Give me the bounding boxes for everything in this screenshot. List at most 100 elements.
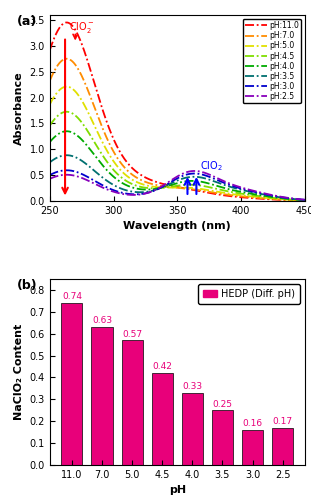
pH:11.0: [203, 189, 207, 195]
pH:3.5: [242, 188, 245, 194]
pH:11.0: [242, 194, 245, 200]
pH:5.0: [211, 188, 214, 194]
pH:11.0: [268, 196, 272, 202]
Text: $\mathrm{ClO_2}$: $\mathrm{ClO_2}$: [200, 160, 223, 173]
pH:2.5: [268, 192, 272, 198]
Text: 0.25: 0.25: [212, 400, 232, 408]
pH:4.5: [196, 182, 200, 188]
Line: pH:3.5: pH:3.5: [50, 155, 305, 200]
pH:4.0: [211, 182, 214, 188]
pH:7.0: [48, 78, 52, 84]
Bar: [61, 303, 82, 465]
pH:4.5: [242, 191, 245, 197]
pH:4.5: [211, 185, 214, 191]
pH:4.5: [303, 198, 307, 203]
pH:4.0: [196, 178, 200, 184]
pH:4.0: [63, 128, 67, 134]
Text: 0.16: 0.16: [243, 419, 262, 428]
Line: pH:4.0: pH:4.0: [50, 131, 305, 200]
pH:3.0: [48, 172, 52, 178]
pH:7.0: [63, 56, 67, 62]
pH:4.0: [242, 190, 245, 196]
pH:4.0: [48, 139, 52, 145]
pH:4.0: [268, 194, 272, 200]
Bar: [242, 430, 263, 465]
Line: pH:5.0: pH:5.0: [50, 86, 305, 200]
pH:2.5: [303, 196, 307, 202]
pH:5.0: [65, 84, 68, 89]
pH:2.5: [48, 176, 52, 182]
pH:3.0: [268, 192, 272, 198]
pH:11.0: [65, 20, 68, 26]
Text: 0.57: 0.57: [122, 330, 142, 338]
pH:2.5: [203, 170, 207, 176]
pH:2.5: [193, 168, 196, 174]
Text: (b): (b): [16, 279, 37, 292]
Bar: [152, 373, 173, 465]
pH:3.5: [65, 152, 68, 158]
pH:7.0: [242, 194, 245, 200]
Y-axis label: Absorbance: Absorbance: [14, 71, 24, 145]
Text: 0.17: 0.17: [272, 417, 293, 426]
pH:3.0: [63, 168, 67, 173]
pH:4.5: [65, 108, 68, 114]
Y-axis label: NaClO₂ Content: NaClO₂ Content: [14, 324, 24, 420]
pH:7.0: [196, 187, 200, 193]
pH:5.0: [268, 196, 272, 202]
Bar: [91, 327, 113, 465]
pH:7.0: [268, 196, 272, 202]
pH:5.0: [196, 186, 200, 192]
Text: 0.33: 0.33: [182, 382, 202, 391]
pH:4.5: [63, 109, 67, 115]
pH:3.0: [303, 197, 307, 203]
Line: pH:2.5: pH:2.5: [50, 171, 305, 200]
pH:4.5: [268, 194, 272, 200]
Bar: [182, 393, 203, 465]
pH:3.5: [196, 174, 200, 180]
pH:3.0: [65, 168, 68, 173]
pH:11.0: [63, 20, 67, 26]
pH:3.5: [48, 160, 52, 166]
X-axis label: pH: pH: [169, 486, 186, 496]
Line: pH:3.0: pH:3.0: [50, 170, 305, 200]
pH:5.0: [48, 102, 52, 107]
pH:5.0: [63, 84, 67, 89]
Text: 0.42: 0.42: [152, 362, 172, 372]
Line: pH:7.0: pH:7.0: [50, 58, 305, 201]
pH:4.0: [303, 197, 307, 203]
pH:3.5: [63, 152, 67, 158]
Text: $\mathrm{ClO_2^-}$: $\mathrm{ClO_2^-}$: [69, 20, 95, 34]
pH:4.5: [48, 122, 52, 128]
pH:11.0: [196, 188, 200, 194]
pH:3.0: [211, 175, 214, 181]
pH:7.0: [65, 56, 68, 62]
pH:3.5: [211, 178, 214, 184]
pH:7.0: [211, 190, 214, 196]
Bar: [212, 410, 233, 465]
pH:2.5: [242, 185, 245, 191]
Text: 0.63: 0.63: [92, 316, 112, 326]
pH:3.0: [196, 171, 200, 177]
pH:4.0: [65, 128, 68, 134]
pH:3.0: [203, 172, 207, 178]
Line: pH:4.5: pH:4.5: [50, 112, 305, 200]
pH:3.5: [268, 192, 272, 198]
pH:11.0: [48, 48, 52, 54]
Bar: [272, 428, 293, 465]
pH:2.5: [211, 173, 214, 179]
pH:5.0: [203, 186, 207, 192]
pH:5.0: [303, 198, 307, 203]
pH:11.0: [211, 190, 214, 196]
Text: 0.74: 0.74: [62, 292, 82, 302]
pH:2.5: [196, 168, 200, 174]
X-axis label: Wavelength (nm): Wavelength (nm): [123, 222, 231, 232]
pH:4.5: [203, 184, 207, 190]
pH:3.5: [203, 176, 207, 182]
Legend: pH:11.0, pH:7.0, pH:5.0, pH:4.5, pH:4.0, pH:3.5, pH:3.0, pH:2.5: pH:11.0, pH:7.0, pH:5.0, pH:4.5, pH:4.0,…: [243, 19, 301, 103]
pH:5.0: [242, 192, 245, 198]
Line: pH:11.0: pH:11.0: [50, 22, 305, 201]
pH:3.5: [303, 197, 307, 203]
pH:4.0: [203, 180, 207, 186]
pH:3.0: [242, 186, 245, 192]
Legend: HEDP (Diff. pH): HEDP (Diff. pH): [198, 284, 300, 304]
